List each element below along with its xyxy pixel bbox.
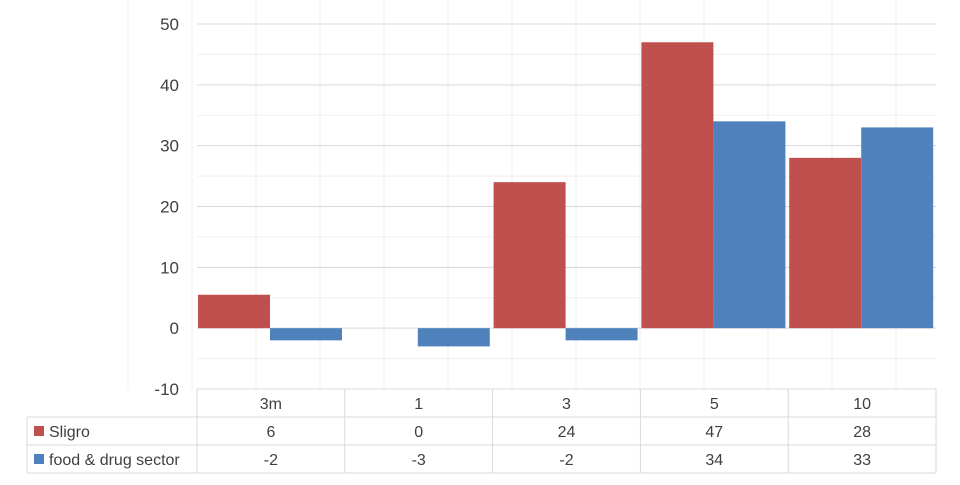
category-label: 10: [853, 396, 871, 413]
data-label: -2: [264, 452, 278, 469]
data-label: 34: [705, 452, 723, 469]
data-label: -3: [412, 452, 426, 469]
legend-key: [34, 426, 44, 436]
y-tick-label: 50: [160, 15, 179, 34]
bars: [198, 42, 934, 347]
bar-food-drug-1: [417, 328, 490, 347]
bar-food-drug-3m: [270, 328, 342, 341]
data-label: 28: [853, 424, 871, 441]
legend-entry: food & drug sector: [49, 452, 180, 469]
bar-sligro-10: [789, 157, 862, 329]
bar-food-drug-10: [861, 127, 934, 329]
y-tick-label: 30: [160, 137, 179, 156]
y-tick-label: 40: [160, 76, 179, 95]
legend-entry: Sligro: [49, 424, 90, 441]
y-tick-label: 0: [170, 319, 179, 338]
legend-key: [34, 454, 44, 464]
category-label: 5: [710, 396, 719, 413]
y-tick-label: 10: [160, 258, 179, 277]
bar-sligro-3m: [198, 294, 270, 329]
y-tick-label: -10: [154, 380, 179, 399]
data-label: -2: [559, 452, 573, 469]
data-label: 24: [558, 424, 576, 441]
y-tick-label: 20: [160, 198, 179, 217]
data-label: 47: [705, 424, 723, 441]
data-label: 33: [853, 452, 871, 469]
y-axis: -10 0 10 20 30 40 50: [154, 15, 179, 399]
bar-sligro-5: [641, 42, 714, 329]
category-label: 3m: [260, 396, 282, 413]
data-label: 0: [414, 424, 423, 441]
category-label: 3: [562, 396, 571, 413]
bar-food-drug-3: [565, 328, 638, 341]
data-table: 3m 1 3 5 10 Sligro 6 0 24 47 28 food & drug sector -…: [26, 388, 937, 474]
bar-sligro-3: [493, 182, 566, 329]
category-label: 1: [414, 396, 423, 413]
bar-food-drug-5: [713, 121, 786, 329]
data-label: 6: [266, 424, 275, 441]
